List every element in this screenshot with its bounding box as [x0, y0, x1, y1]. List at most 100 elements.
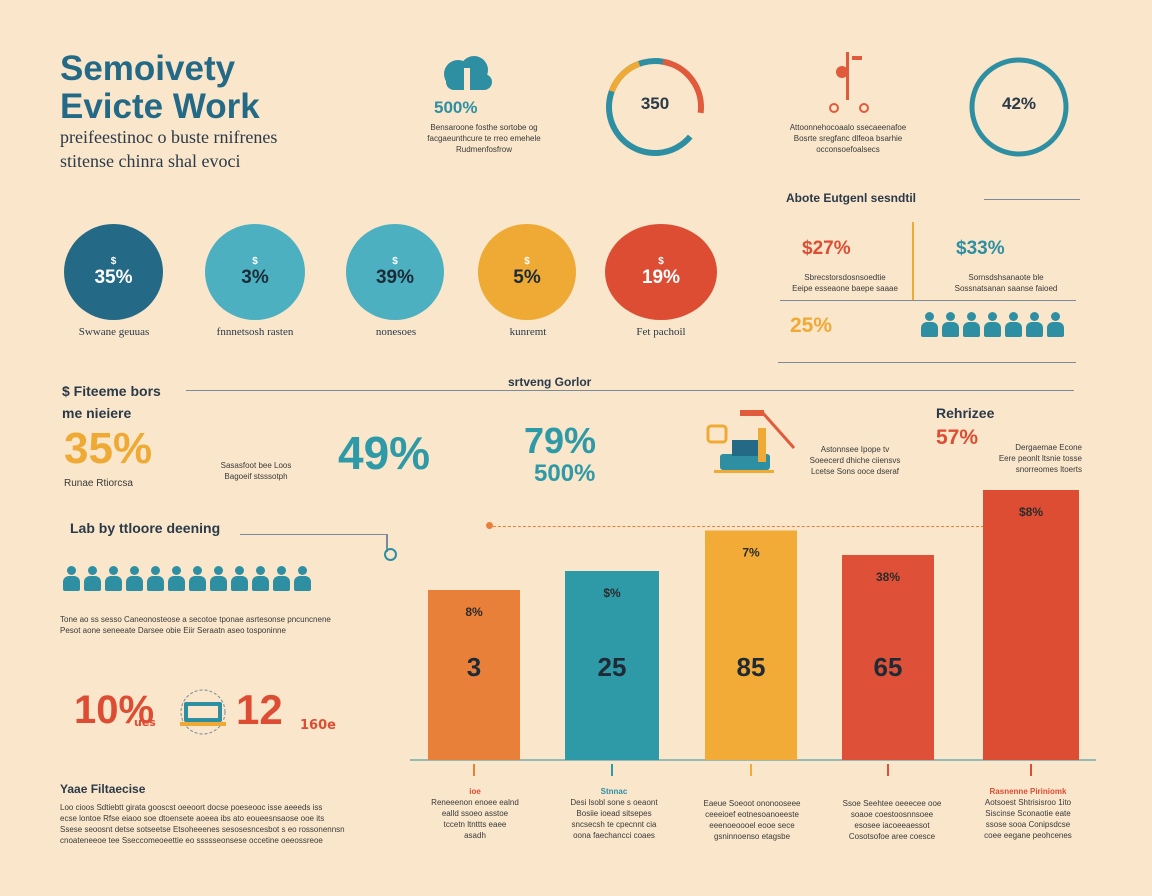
person-icon — [1025, 312, 1043, 338]
notes-line-2: ecse lontoe Rfse eiaoo soe dtoensete aoe… — [60, 814, 325, 823]
notes-text: Loo cioos Sdtiebtt girata gooscst oeeoor… — [60, 802, 400, 846]
bar-note-5-line-4: coee eegane peohcenes — [984, 831, 1072, 840]
bar-3-top-label: 7% — [742, 546, 760, 560]
divider — [780, 300, 1076, 301]
person-icon — [962, 312, 980, 338]
big-stat-79: 79% — [524, 420, 597, 461]
person-icon — [293, 566, 311, 592]
right-stat-1: $27% — [802, 238, 851, 259]
circle-5-tag: $ — [658, 255, 664, 267]
bar-5-top-label: $8% — [1019, 505, 1043, 519]
bar-note-4: Ssoe Seehtee oeeecee ooe soaoe coestoosn… — [830, 798, 954, 842]
person-icon — [1046, 312, 1064, 338]
chart-guide-line — [488, 526, 984, 528]
right-stat-3: 25% — [790, 314, 833, 337]
big-stat-12: 12 — [236, 686, 283, 733]
bar-2-top-label: $% — [603, 586, 621, 600]
bar-note-3: Eaeue Soeoot ononooseee ceeeioef eotneso… — [692, 798, 812, 842]
top-stat-1-desc-3: Rudmenfosfrow — [455, 145, 513, 154]
circle-3-label: nonesoes — [375, 326, 417, 338]
bar-1-top-label: 8% — [465, 605, 483, 619]
divider — [912, 222, 914, 300]
notes-line-3: Ssese seoosnt detse sotseetse Etsoheeene… — [60, 825, 345, 834]
bar-4-top-label: 38% — [876, 570, 900, 584]
circle-3-tag: $ — [392, 255, 398, 267]
circle-1-label: Swwane geuuas — [78, 326, 150, 338]
mid-center-heading: srtveng Gorlor — [508, 375, 592, 389]
left-lower-desc-1: Tone ao ss sesso Caneonosteose a secotoe… — [60, 615, 331, 624]
circle-stat-1: $ 35% — [64, 224, 163, 320]
bar-chart: 8% 3 $% 25 7% 85 38% 65 $8% — [410, 490, 1096, 776]
circle-4-value: 5% — [513, 266, 541, 288]
page-subtitle: preifeestinoc o buste rnifrenes stitense… — [60, 125, 277, 173]
circle-4-tag: $ — [524, 255, 530, 267]
person-lever-icon — [826, 50, 872, 116]
bar-1-category-label: 3 — [467, 652, 481, 682]
circle-2-label: fnnnetsosh rasten — [216, 326, 294, 338]
top-stat-1-desc-1: Bensaroone fosthe sortobe og — [430, 123, 538, 132]
machine-icon — [706, 404, 798, 476]
right-stat-2-desc-2: Sossnatsanan saanse faioed — [954, 284, 1058, 293]
big-stat-35-desc: Sasasfoot bee Loos Bagoeif stsssotph — [216, 460, 296, 482]
right-stat-2-desc-1: Sornsdshsanaote ble — [968, 273, 1044, 282]
person-icon — [167, 566, 185, 592]
person-icon — [230, 566, 248, 592]
top-stat-3-desc: Attoonnehocoaalo ssecaeenafoe Bosrte sre… — [776, 122, 920, 155]
person-icon — [1004, 312, 1022, 338]
bar-note-5-line-2: Siscinse Sconaotie eate — [985, 809, 1071, 818]
right-stat-1-desc: Sbrecstorsdosnsoedtie Eeipe esseaone bae… — [790, 272, 900, 294]
person-icon — [146, 566, 164, 592]
person-icon — [104, 566, 122, 592]
bar-note-2-line-1: Desi lsobl sone s oeaont — [570, 798, 658, 807]
ring-42-value: 42% — [1001, 94, 1037, 113]
bar-note-4-line-4: Cosotsofoe aree coesce — [848, 832, 936, 841]
left-lower-desc: Tone ao ss sesso Caneonosteose a secotoe… — [60, 614, 400, 636]
bar-note-5-title: Rasnenne Piriniomk — [989, 787, 1067, 796]
circle-5-label: Fet pachoil — [636, 326, 686, 338]
right-stat-1-desc-1: Sbrecstorsdosnsoedtie — [804, 273, 886, 282]
circle-2-value: 3% — [241, 266, 269, 288]
notes-heading: Yaae Filtaecise — [60, 782, 146, 796]
subtitle-line-1: preifeestinoc o buste rnifrenes — [60, 127, 278, 147]
right-stat-57-desc-3: snorreomes ltoerts — [1015, 465, 1082, 474]
divider — [386, 534, 388, 552]
bar-4 — [842, 555, 934, 760]
person-icon — [941, 312, 959, 338]
subtitle-line-2: stitense chinra shal evoci — [60, 151, 241, 171]
person-icon — [983, 312, 1001, 338]
person-icon — [251, 566, 269, 592]
person-icon — [125, 566, 143, 592]
mid-left-heading: $ Fiteeme bors — [62, 383, 161, 399]
circle-1-tag: $ — [110, 255, 117, 267]
bar-note-2-line-4: oona faechancci coaes — [573, 831, 655, 840]
person-icon — [209, 566, 227, 592]
bar-5 — [983, 490, 1079, 760]
person-icon — [83, 566, 101, 592]
big-stat-35-desc-2: Bagoeif stsssotph — [224, 472, 288, 481]
big-stat-10: 10% — [74, 688, 155, 732]
page-title: Semoivety Evicte Work — [60, 50, 260, 126]
bar-note-1-title: ioe — [469, 787, 481, 796]
bar-note-2-line-2: Bosiie ioead sitsepes — [576, 809, 652, 818]
circle-4-label: kunremt — [509, 326, 547, 338]
right-stat-2: $33% — [956, 238, 1005, 259]
person-icon — [62, 566, 80, 592]
title-line-2: Evicte Work — [60, 87, 260, 126]
bar-note-4-line-2: soaoe coestoosnnsoee — [850, 810, 934, 819]
right-stat-2-desc: Sornsdshsanaote ble Sossnatsanan saanse … — [950, 272, 1062, 294]
big-stat-500: 500% — [534, 460, 596, 487]
machine-desc: Astonnsee Ipope tv Soeecerd dhiche ciien… — [796, 444, 914, 477]
circle-stat-4: $ 5% — [478, 224, 576, 320]
mid-right-heading: Rehrizee — [936, 405, 995, 421]
bar-note-3-line-1: Eaeue Soeoot ononooseee — [703, 799, 801, 808]
big-stat-49: 49% — [338, 427, 431, 479]
top-stat-1-value: 500% — [434, 98, 478, 117]
right-stat-1-desc-2: Eeipe esseaone baepe saaae — [792, 284, 898, 293]
bar-note-1-line-3: tccetn ltnttts eaee — [443, 820, 507, 829]
big-stat-12-unit: 160e — [300, 718, 336, 733]
bar-note-5: Rasnenne Piriniomk Aotsoest Shtrisisroo … — [972, 786, 1084, 841]
mid-sub-heading: me nieiere — [62, 405, 132, 421]
bar-note-4-line-1: Ssoe Seehtee oeeecee ooe — [842, 799, 942, 808]
person-icon — [272, 566, 290, 592]
machine-desc-3: Lcetse Sons ooce dseraf — [810, 467, 900, 476]
